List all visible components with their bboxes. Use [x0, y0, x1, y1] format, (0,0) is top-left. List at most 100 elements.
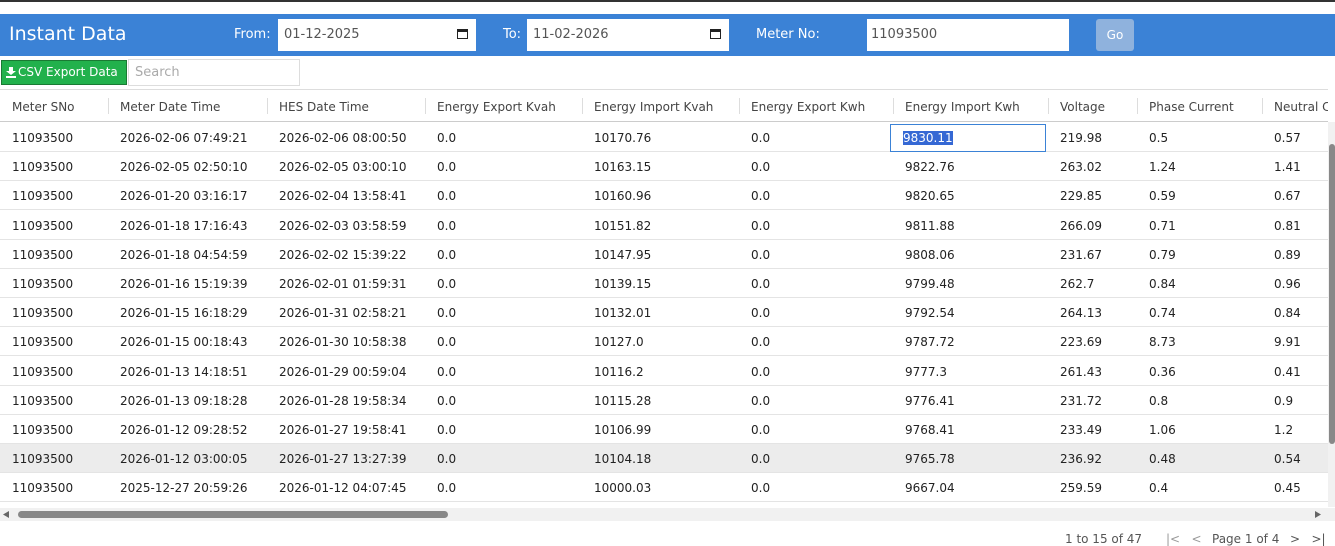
to-date-input[interactable]: 11-02-2026: [527, 19, 729, 51]
table-row[interactable]: 11093500 2026-01-20 03:16:17 2026-02-04 13…: [0, 181, 1328, 211]
column-header[interactable]: Phase Current: [1149, 100, 1234, 114]
table-cell: 10170.76: [594, 131, 652, 145]
table-cell: 0.0: [751, 189, 771, 204]
table-cell: 0.89: [1274, 247, 1301, 262]
column-header[interactable]: Energy Export Kwh: [751, 100, 866, 114]
column-header[interactable]: Meter SNo: [12, 100, 75, 114]
table-cell: 0.79: [1149, 247, 1176, 262]
table-row[interactable]: 11093500 2026-01-13 14:18:51 2026-01-29 00…: [0, 357, 1328, 386]
meter-label: Meter No:: [756, 27, 820, 42]
go-button[interactable]: Go: [1096, 19, 1134, 51]
column-header[interactable]: Energy Import Kvah: [594, 100, 714, 114]
table-row[interactable]: 11093500 2026-02-05 02:50:10 2026-02-05 03…: [0, 152, 1328, 182]
table-cell: 11093500: [12, 481, 74, 496]
table-cell: 236.92: [1060, 452, 1102, 467]
table-cell: 0.0: [751, 277, 771, 291]
pagination-first-prev[interactable]: |< <: [1166, 532, 1202, 546]
table-cell: 0.84: [1274, 306, 1301, 321]
table-cell: 0.9: [1274, 393, 1294, 408]
table-cell: 0.0: [437, 335, 457, 350]
column-separator: [893, 98, 894, 114]
column-header[interactable]: Voltage: [1060, 100, 1106, 114]
table-cell: 219.98: [1060, 131, 1102, 145]
table-cell: 261.43: [1060, 364, 1102, 379]
table-cell: 0.0: [437, 218, 457, 233]
table-row[interactable]: 11093500 2026-01-15 00:18:43 2026-01-30 10…: [0, 327, 1328, 357]
table-cell: 0.8: [1149, 393, 1169, 408]
table-row[interactable]: 11093500 2026-01-12 03:00:05 2026-01-27 13…: [0, 444, 1328, 474]
table-cell: 0.59: [1149, 189, 1176, 204]
table-cell: 2026-01-15 00:18:43: [120, 335, 248, 350]
table-cell: 10147.95: [594, 247, 652, 262]
scroll-left-arrow[interactable]: [3, 511, 9, 518]
table-cell: 9830.11: [903, 131, 953, 145]
table-cell: 10160.96: [594, 189, 652, 204]
table-cell: 0.4: [1149, 481, 1169, 496]
table-cell: 0.0: [751, 335, 771, 350]
table-cell: 0.0: [437, 364, 457, 379]
column-separator: [582, 98, 583, 114]
table-row[interactable]: 11093500 2026-01-15 16:18:29 2026-01-31 02…: [0, 298, 1328, 328]
table-cell: 0.0: [751, 247, 771, 262]
table-cell: 0.5: [1149, 131, 1169, 145]
table-cell: 0.0: [437, 306, 457, 321]
table-cell: 2026-02-05 02:50:10: [120, 160, 248, 175]
pagination-next-last[interactable]: > >|: [1290, 532, 1326, 546]
table-cell: 266.09: [1060, 218, 1102, 233]
table-cell: 0.36: [1149, 364, 1176, 379]
table-header: Meter SNo Meter Date Time HES Date Time Ene…: [0, 89, 1328, 122]
table-row[interactable]: 11093500 2026-01-18 17:16:43 2026-02-03 03…: [0, 211, 1328, 240]
table-cell: 0.0: [437, 131, 457, 145]
table-row[interactable]: 11093500 2026-02-06 07:49:21 2026-02-06 08…: [0, 123, 1328, 152]
to-date-value: 11-02-2026: [533, 27, 609, 42]
table-cell: 2026-02-05 03:00:10: [279, 160, 407, 175]
table-cell: 11093500: [12, 218, 74, 233]
table-cell: 2026-01-12 04:07:45: [279, 481, 407, 496]
column-header[interactable]: Meter Date Time: [120, 100, 221, 114]
column-separator: [1137, 98, 1138, 114]
table-cell: 2026-01-20 03:16:17: [120, 189, 248, 204]
vertical-scrollbar[interactable]: [1328, 122, 1335, 507]
horizontal-scrollbar[interactable]: [0, 508, 1335, 521]
table-cell: 0.84: [1149, 277, 1176, 291]
csv-export-button[interactable]: CSV Export Data: [1, 60, 127, 85]
table-cell: 8.73: [1149, 335, 1176, 350]
table-row[interactable]: 11093500 2026-01-12 09:28:52 2026-01-27 19…: [0, 415, 1328, 444]
table-row[interactable]: 11093500 2025-12-27 20:59:26 2026-01-12 04…: [0, 473, 1328, 503]
table-row[interactable]: 11093500 2026-01-16 15:19:39 2026-02-01 01…: [0, 269, 1328, 298]
table-cell: 11093500: [12, 277, 74, 291]
search-input[interactable]: Search: [128, 59, 300, 86]
table-row[interactable]: 11093500 2026-01-18 04:54:59 2026-02-02 15…: [0, 240, 1328, 269]
vertical-scroll-thumb[interactable]: [1329, 144, 1335, 444]
column-separator: [1048, 98, 1049, 114]
horizontal-scroll-thumb[interactable]: [18, 511, 448, 518]
table-cell: 2026-01-31 02:58:21: [279, 306, 407, 321]
scroll-right-arrow[interactable]: [1315, 511, 1321, 518]
table-cell: 0.67: [1274, 189, 1301, 204]
top-strip: [0, 0, 1335, 14]
from-date-input[interactable]: 01-12-2025: [278, 19, 476, 51]
table-row[interactable]: 11093500 2026-01-13 09:18:28 2026-01-28 19…: [0, 386, 1328, 415]
column-header[interactable]: Energy Import Kwh: [905, 100, 1020, 114]
table-cell: 0.0: [437, 160, 457, 175]
table-cell: 2026-01-30 10:58:38: [279, 335, 407, 350]
column-header[interactable]: HES Date Time: [279, 100, 369, 114]
column-separator: [739, 98, 740, 114]
table-cell: 2026-02-04 13:58:41: [279, 189, 407, 204]
meter-input[interactable]: 11093500: [867, 19, 1069, 51]
table-cell: 0.48: [1149, 452, 1176, 467]
table-cell: 11093500: [12, 423, 74, 437]
column-header[interactable]: Energy Export Kvah: [437, 100, 556, 114]
table-cell: 264.13: [1060, 306, 1102, 321]
table-cell: 10115.28: [594, 393, 652, 408]
table-cell: 10139.15: [594, 277, 652, 291]
table-cell: 2026-01-13 09:18:28: [120, 393, 248, 408]
column-header[interactable]: Neutral Current: [1274, 100, 1328, 114]
table-cell: 0.0: [437, 189, 457, 204]
from-date-value: 01-12-2025: [284, 27, 360, 42]
table-cell: 9776.41: [905, 393, 955, 408]
table-cell: 0.0: [751, 218, 771, 233]
table-cell: 9808.06: [905, 247, 955, 262]
page-title: Instant Data: [9, 23, 127, 45]
